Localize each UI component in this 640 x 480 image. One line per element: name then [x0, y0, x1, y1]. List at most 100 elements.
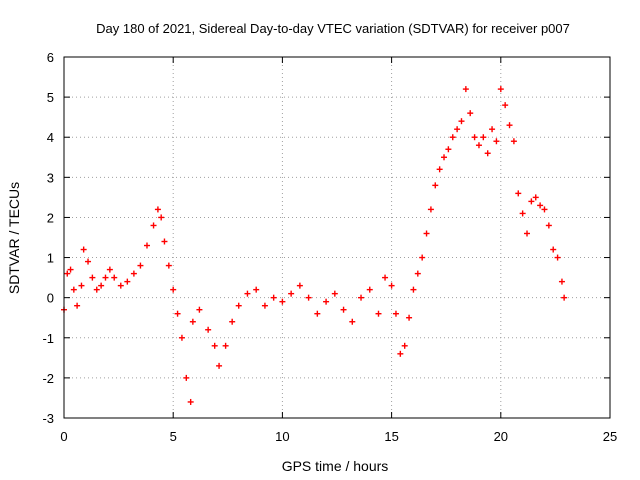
data-point: [174, 310, 181, 317]
y-tick-label: 5: [47, 90, 54, 105]
x-tick-label: 15: [384, 429, 398, 444]
x-tick-label: 20: [494, 429, 508, 444]
data-point: [462, 86, 469, 93]
data-point: [161, 238, 168, 245]
data-point: [130, 270, 137, 277]
data-point: [170, 286, 177, 293]
x-tick-label: 10: [275, 429, 289, 444]
data-point: [524, 230, 531, 237]
data-point: [187, 398, 194, 405]
data-point: [458, 118, 465, 125]
data-point: [67, 266, 74, 273]
data-point: [211, 342, 218, 349]
data-point: [366, 286, 373, 293]
data-point: [510, 138, 517, 145]
data-point: [515, 190, 522, 197]
data-point: [279, 298, 286, 305]
data-point: [340, 306, 347, 313]
y-axis-label: SDTVAR / TECUs: [6, 182, 22, 294]
data-points: [61, 86, 568, 405]
data-point: [410, 286, 417, 293]
x-axis-label: GPS time / hours: [282, 458, 389, 474]
data-point: [484, 150, 491, 157]
data-point: [358, 294, 365, 301]
data-point: [449, 134, 456, 141]
data-point: [427, 206, 434, 213]
grid-layer: [64, 57, 610, 418]
data-point: [489, 126, 496, 133]
data-point: [419, 254, 426, 261]
data-point: [98, 282, 105, 289]
data-point: [423, 230, 430, 237]
data-point: [480, 134, 487, 141]
data-point: [414, 270, 421, 277]
data-point: [445, 146, 452, 153]
data-point: [111, 274, 118, 281]
data-point: [124, 278, 131, 285]
data-point: [388, 282, 395, 289]
data-point: [189, 318, 196, 325]
data-point: [253, 286, 260, 293]
data-point: [561, 294, 568, 301]
data-point: [106, 266, 113, 273]
data-point: [196, 306, 203, 313]
data-point: [229, 318, 236, 325]
data-point: [85, 258, 92, 265]
y-tick-label: -3: [42, 411, 54, 426]
data-point: [64, 270, 71, 277]
y-tick-label: -1: [42, 331, 54, 346]
data-point: [436, 166, 443, 173]
y-tick-label: 2: [47, 210, 54, 225]
data-point: [235, 302, 242, 309]
data-point: [288, 290, 295, 297]
data-point: [270, 294, 277, 301]
data-point: [178, 334, 185, 341]
data-point: [80, 246, 87, 253]
y-tick-label: 1: [47, 251, 54, 266]
data-point: [102, 274, 109, 281]
data-point: [519, 210, 526, 217]
data-point: [554, 254, 561, 261]
y-tick-label: 6: [47, 50, 54, 65]
data-point: [401, 342, 408, 349]
data-point: [305, 294, 312, 301]
data-point: [244, 290, 251, 297]
data-point: [441, 154, 448, 161]
data-point: [537, 202, 544, 209]
data-point: [475, 142, 482, 149]
data-point: [375, 310, 382, 317]
y-tick-label: 3: [47, 170, 54, 185]
data-point: [143, 242, 150, 249]
y-tick-label: -2: [42, 371, 54, 386]
data-point: [78, 282, 85, 289]
data-point: [471, 134, 478, 141]
data-point: [93, 286, 100, 293]
x-tick-label: 25: [603, 429, 617, 444]
data-point: [550, 246, 557, 253]
data-point: [150, 222, 157, 229]
data-point: [117, 282, 124, 289]
data-point: [349, 318, 356, 325]
data-point: [528, 198, 535, 205]
data-point: [382, 274, 389, 281]
chart-title: Day 180 of 2021, Sidereal Day-to-day VTE…: [96, 21, 570, 36]
y-tick-label: 0: [47, 291, 54, 306]
data-point: [70, 286, 77, 293]
x-tick-label: 0: [60, 429, 67, 444]
data-point: [454, 126, 461, 133]
data-point: [89, 274, 96, 281]
data-point: [541, 206, 548, 213]
y-tick-label: 4: [47, 130, 54, 145]
data-point: [261, 302, 268, 309]
x-tick-label: 5: [170, 429, 177, 444]
data-point: [296, 282, 303, 289]
data-point: [558, 278, 565, 285]
axis-ticks: 0 5 10 15 20 25 -3 -2 -1 0 1 2 3 4 5 6: [42, 50, 617, 444]
data-point: [506, 122, 513, 129]
data-point: [154, 206, 161, 213]
data-point: [432, 182, 439, 189]
data-point: [314, 310, 321, 317]
data-point: [158, 214, 165, 221]
data-point: [532, 194, 539, 201]
